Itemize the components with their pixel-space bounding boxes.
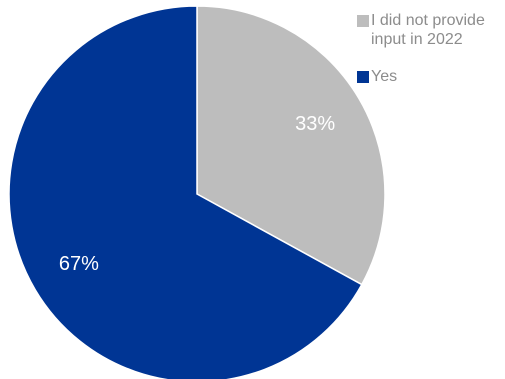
slice-no-input [196, 5, 386, 286]
pie-slices [8, 5, 386, 379]
legend-label-yes: Yes [371, 68, 398, 85]
legend-swatch-yes [357, 71, 369, 83]
legend-item-no-input: I did not provide input in 2022 [357, 11, 503, 49]
slice-yes [8, 5, 363, 379]
legend-label-no-input: I did not provide input in 2022 [371, 12, 485, 48]
legend-item-yes: Yes [357, 67, 503, 86]
legend-swatch-no-input [357, 15, 369, 27]
legend: I did not provide input in 2022 Yes [357, 11, 503, 86]
slice-yes-label: 67% [59, 253, 99, 275]
slice-no-input-label: 33% [295, 113, 335, 135]
pie-labels: 33% 67% [59, 113, 335, 275]
